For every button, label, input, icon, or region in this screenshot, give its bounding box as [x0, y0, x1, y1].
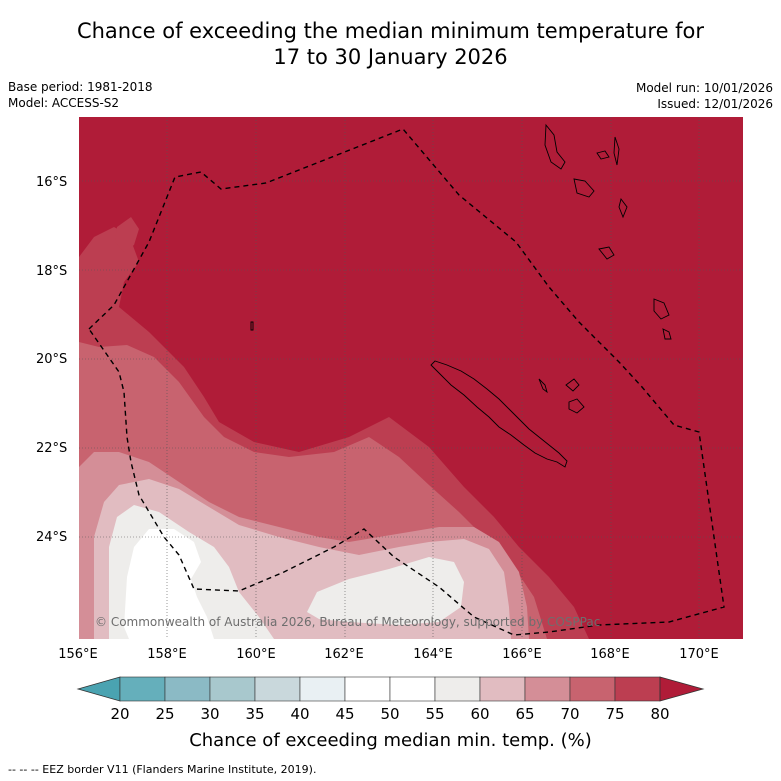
lon-label-166e: 166°E [502, 647, 542, 662]
contour-75-80-patch [115, 217, 139, 252]
colorbar-tick-50: 50 [380, 705, 400, 723]
loyalty-island-mare [568, 398, 585, 414]
colorbar-segment-3 [254, 676, 301, 702]
colorbar-low-extend [76, 676, 121, 702]
colorbar-tick-55: 55 [425, 705, 445, 723]
lon-label-164e: 164°E [413, 647, 453, 662]
colorbar [76, 676, 705, 702]
title-line-2: 17 to 30 January 2026 [273, 45, 508, 69]
colorbar-tick-75: 75 [605, 705, 625, 723]
eez-footnote: -- -- -- EEZ border V11 (Flanders Marine… [8, 763, 317, 776]
meta-left: Base period: 1981-2018 Model: ACCESS-S2 [8, 79, 153, 111]
issued-text: Issued: 12/01/2026 [657, 97, 773, 111]
loyalty-island-ouvea [538, 378, 548, 394]
colorbar-tick-80: 80 [650, 705, 670, 723]
colorbar-segment-4 [299, 676, 346, 702]
loyalty-island-lifou [565, 378, 580, 392]
colorbar-segment-6 [389, 676, 436, 702]
colorbar-tick-20: 20 [110, 705, 130, 723]
lat-label-16s: 16°S [36, 175, 68, 190]
colorbar-tick-45: 45 [335, 705, 355, 723]
colorbar-tick-70: 70 [560, 705, 580, 723]
small-island-1 [250, 321, 254, 331]
new-caledonia-coast [430, 360, 568, 468]
colorbar-tick-25: 25 [155, 705, 175, 723]
meta-right: Model run: 10/01/2026 Issued: 12/01/2026 [636, 80, 773, 112]
colorbar-tick-40: 40 [290, 705, 310, 723]
lon-label-158e: 158°E [147, 647, 187, 662]
lat-label-18s: 18°S [36, 264, 68, 279]
colorbar-segment-0 [119, 676, 166, 702]
lon-label-170e: 170°E [679, 647, 719, 662]
colorbar-segment-10 [569, 676, 616, 702]
colorbar-high-extend [659, 676, 705, 702]
title-line-1: Chance of exceeding the median minimum t… [76, 19, 705, 43]
lat-label-22s: 22°S [36, 441, 68, 456]
copyright-text: © Commonwealth of Australia 2026, Bureau… [95, 615, 601, 629]
colorbar-tick-30: 30 [200, 705, 220, 723]
vanuatu-pentecost [613, 136, 620, 166]
lon-label-160e: 160°E [236, 647, 276, 662]
colorbar-title: Chance of exceeding median min. temp. (%… [189, 730, 592, 751]
colorbar-segment-5 [344, 676, 391, 702]
eez-border [88, 128, 725, 636]
colorbar-segment-1 [164, 676, 211, 702]
model-text: Model: ACCESS-S2 [8, 96, 120, 110]
lon-label-162e: 162°E [324, 647, 364, 662]
vanuatu-espiritu-santo [544, 123, 566, 170]
vanuatu-malekula [573, 178, 595, 198]
vanuatu-efate [598, 246, 615, 260]
contour-55-60-east [307, 557, 464, 625]
coastlines [250, 123, 672, 468]
colorbar-segment-8 [479, 676, 526, 702]
base-period-text: Base period: 1981-2018 [8, 80, 153, 94]
vanuatu-ambae [596, 150, 610, 160]
colorbar-tick-65: 65 [515, 705, 535, 723]
vanuatu-epi [618, 197, 628, 219]
colorbar-tick-60: 60 [470, 705, 490, 723]
colorbar-segment-7 [434, 676, 481, 702]
colorbar-segment-11 [614, 676, 661, 702]
lon-label-168e: 168°E [590, 647, 630, 662]
chart-title: Chance of exceeding the median minimum t… [0, 18, 781, 70]
lon-label-156e: 156°E [58, 647, 98, 662]
lat-label-20s: 20°S [36, 352, 68, 367]
model-run-text: Model run: 10/01/2026 [635, 81, 773, 95]
contour-50-55 [124, 529, 214, 639]
colorbar-segments [119, 676, 661, 702]
graticule [79, 117, 743, 639]
vanuatu-tanna [662, 328, 672, 340]
probability-map [79, 117, 743, 639]
colorbar-segment-2 [209, 676, 256, 702]
colorbar-tick-35: 35 [245, 705, 265, 723]
vanuatu-erromango [653, 298, 670, 320]
lat-label-24s: 24°S [36, 530, 68, 545]
colorbar-segment-9 [524, 676, 571, 702]
